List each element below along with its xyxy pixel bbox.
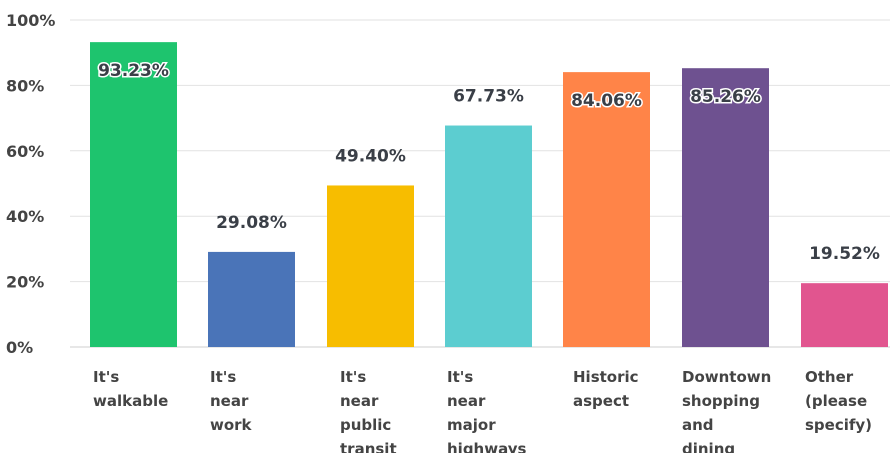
y-tick-label: 20% (6, 273, 44, 292)
bar (445, 125, 532, 347)
x-tick-label: dining (682, 440, 735, 453)
bar (208, 251, 295, 347)
bars (90, 42, 888, 347)
y-tick-label: 40% (6, 207, 44, 226)
x-tick-label: public (340, 416, 391, 434)
data-labels: 93.23% 29.08% 49.40% 67.73% 84.06% 85.26% 19.5… (97, 60, 880, 265)
bar (563, 72, 650, 347)
x-tick-label: near (340, 392, 379, 410)
x-tick-label: It's (93, 368, 119, 386)
x-tick-label: transit (340, 440, 397, 453)
y-tick-label: 100% (6, 11, 55, 30)
x-tick-label: It's (340, 368, 366, 386)
x-tick-label: (please (805, 392, 867, 410)
x-tick-label: Historic (573, 368, 639, 386)
data-label: 29.08% (216, 213, 287, 233)
x-tick-label: near (210, 392, 249, 410)
x-tick-label: work (210, 416, 253, 434)
x-tick-label: near (447, 392, 486, 410)
data-label: 19.52% (809, 244, 880, 264)
bar (682, 68, 769, 347)
data-label: 85.26% (690, 87, 761, 107)
x-tick-label: highways (447, 440, 527, 453)
x-tick-label: major (447, 416, 496, 434)
x-axis-labels: It's walkable It's near work It's near public tr… (93, 368, 872, 453)
x-tick-label: It's (447, 368, 473, 386)
x-tick-label: It's (210, 368, 236, 386)
y-axis-ticks: 0% 20% 40% 60% 80% 100% (6, 11, 55, 357)
x-tick-label: specify) (805, 416, 872, 434)
data-label: 49.40% (335, 146, 406, 166)
y-tick-label: 80% (6, 76, 44, 95)
bar (327, 185, 414, 347)
x-tick-label: aspect (573, 392, 629, 410)
bar (90, 42, 177, 347)
data-label: 67.73% (453, 87, 524, 107)
y-tick-label: 60% (6, 142, 44, 161)
x-tick-label: Downtown (682, 368, 771, 386)
data-label: 93.23% (98, 61, 169, 81)
x-tick-label: walkable (93, 392, 168, 410)
x-tick-label: and (682, 416, 714, 434)
data-label: 84.06% (571, 91, 642, 111)
x-tick-label: Other (805, 368, 854, 386)
x-tick-label: shopping (682, 392, 760, 410)
y-tick-label: 0% (6, 338, 33, 357)
bar (801, 283, 888, 347)
